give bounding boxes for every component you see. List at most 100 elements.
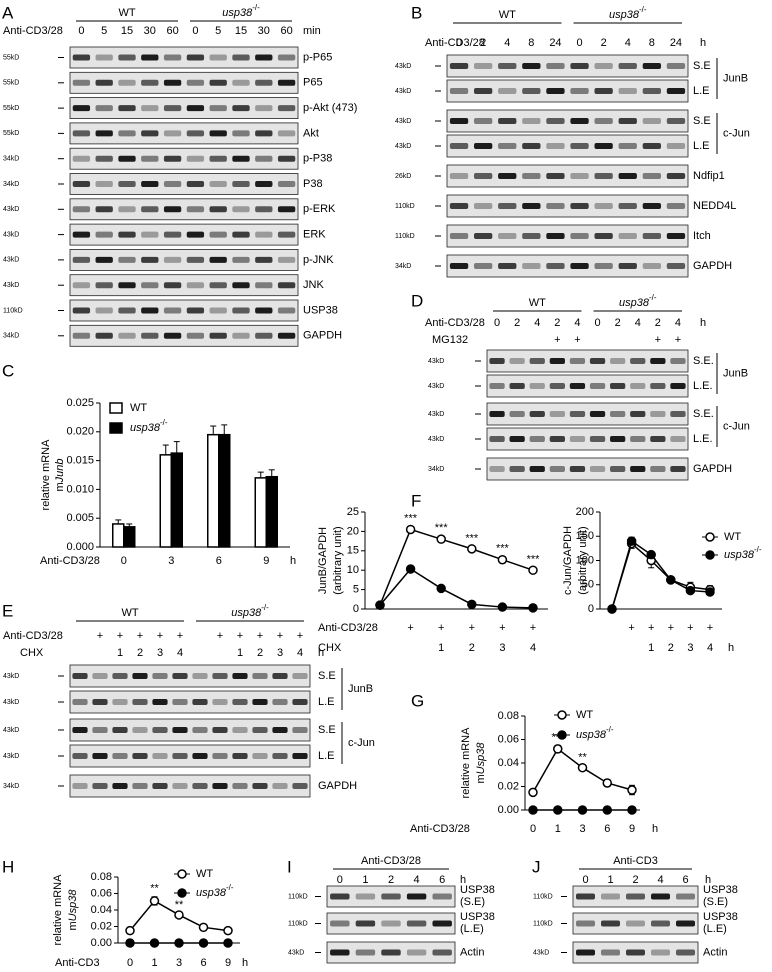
blot-band — [618, 263, 637, 269]
blot-strip — [69, 274, 299, 297]
blot-band — [642, 173, 662, 179]
lane-label: 0 — [78, 25, 84, 37]
blot-band — [618, 173, 637, 179]
x-row-value: + — [530, 622, 536, 634]
x-row-value: + — [687, 622, 693, 634]
lane-label: 4 — [657, 874, 663, 886]
blot-band — [676, 949, 695, 956]
panel-letter: H — [2, 857, 14, 876]
marker — [149, 896, 160, 906]
mw-label: 43kD — [395, 143, 411, 150]
panel-letter: J — [532, 857, 541, 876]
marker — [198, 938, 209, 948]
blot-band — [355, 893, 376, 900]
lane-label: + — [177, 630, 183, 642]
bar — [218, 433, 231, 548]
blot-band — [132, 783, 148, 789]
blot-band — [570, 173, 589, 179]
blot-band — [498, 118, 517, 124]
x-tick-label: 3 — [168, 555, 174, 567]
lane-label: 6 — [439, 874, 445, 886]
blot-band — [209, 54, 227, 61]
legend-label: WT — [196, 868, 213, 880]
x-row-value: 2 — [469, 642, 475, 654]
blot-strip — [446, 194, 689, 218]
blot-band — [277, 307, 296, 314]
marker — [497, 602, 508, 612]
blot-band — [172, 783, 188, 789]
y-tick-label: 0.00 — [91, 937, 112, 949]
blot-band — [569, 411, 586, 417]
bracket-label: JunB — [348, 683, 373, 695]
blot-band — [95, 105, 113, 112]
blot-band — [255, 155, 273, 162]
mw-label: 43kD — [3, 231, 19, 238]
bracket-label: c-Jun — [723, 420, 750, 432]
lane-label: 6 — [682, 874, 688, 886]
marker — [685, 585, 696, 596]
blot-band — [209, 105, 227, 112]
blot-band — [473, 118, 493, 124]
y-axis-label: mUsp38 — [475, 742, 487, 784]
treatment-label: MG132 — [432, 334, 468, 346]
row-label: p-ERK — [303, 203, 336, 215]
blot-band — [232, 181, 250, 187]
group-header: usp38-/- — [609, 5, 647, 21]
mw-label: 55kD — [3, 54, 19, 61]
blot-band — [118, 181, 136, 187]
mw-label: 34kD — [395, 263, 411, 270]
blot-band — [192, 753, 208, 759]
blot-band — [132, 699, 148, 705]
marker — [646, 549, 656, 560]
blot-band — [630, 411, 646, 417]
significance-label: *** — [404, 513, 418, 525]
row-sublabel: (S.E) — [703, 896, 728, 908]
marker — [125, 938, 135, 948]
x-tick-label: 6 — [604, 823, 610, 835]
marker — [602, 805, 612, 815]
blot-band — [569, 466, 586, 472]
blot-band — [509, 436, 525, 442]
panel-letter: I — [287, 857, 292, 876]
y-label-prefix: m — [475, 774, 487, 783]
blot-band — [272, 783, 288, 789]
row-label: S.E. — [693, 355, 714, 367]
blot-band — [252, 699, 268, 705]
blot-band — [163, 256, 182, 263]
lane-label: 2 — [514, 317, 520, 329]
significance-label: ** — [578, 751, 587, 763]
blot-band — [163, 332, 182, 339]
marker — [436, 534, 446, 544]
significance-label: *** — [527, 553, 541, 565]
group-header-sup: -/- — [252, 3, 260, 12]
blot-band — [255, 332, 273, 339]
mw-label: 43kD — [533, 949, 549, 956]
blot-strip — [69, 324, 299, 347]
lane-label: 8 — [649, 37, 655, 49]
x-tick-label: 1 — [151, 957, 157, 969]
lane-label: + — [217, 630, 223, 642]
blot-band — [292, 783, 308, 789]
blot-band — [92, 727, 108, 733]
blot-band — [330, 893, 350, 900]
lane-label: 0 — [594, 317, 600, 329]
significance-label: ** — [175, 899, 184, 911]
blot-band — [666, 263, 686, 269]
blot-band — [95, 130, 113, 137]
blot-band — [522, 173, 541, 179]
blot-band — [670, 383, 686, 389]
x-row-value: 4 — [707, 642, 713, 654]
blot-band — [95, 282, 113, 289]
blot-band — [549, 358, 565, 364]
x-row-value: + — [469, 622, 475, 634]
blot-band — [163, 231, 182, 238]
lane-label: 30 — [144, 25, 156, 37]
x-row-value: + — [407, 622, 413, 634]
blot-band — [277, 256, 296, 263]
marker — [149, 938, 160, 948]
series-line — [379, 568, 534, 609]
bar — [123, 526, 136, 548]
group-header: usp38-/- — [619, 293, 657, 309]
group-header-text: Anti-CD3/28 — [361, 855, 421, 867]
blot-band — [209, 130, 227, 137]
